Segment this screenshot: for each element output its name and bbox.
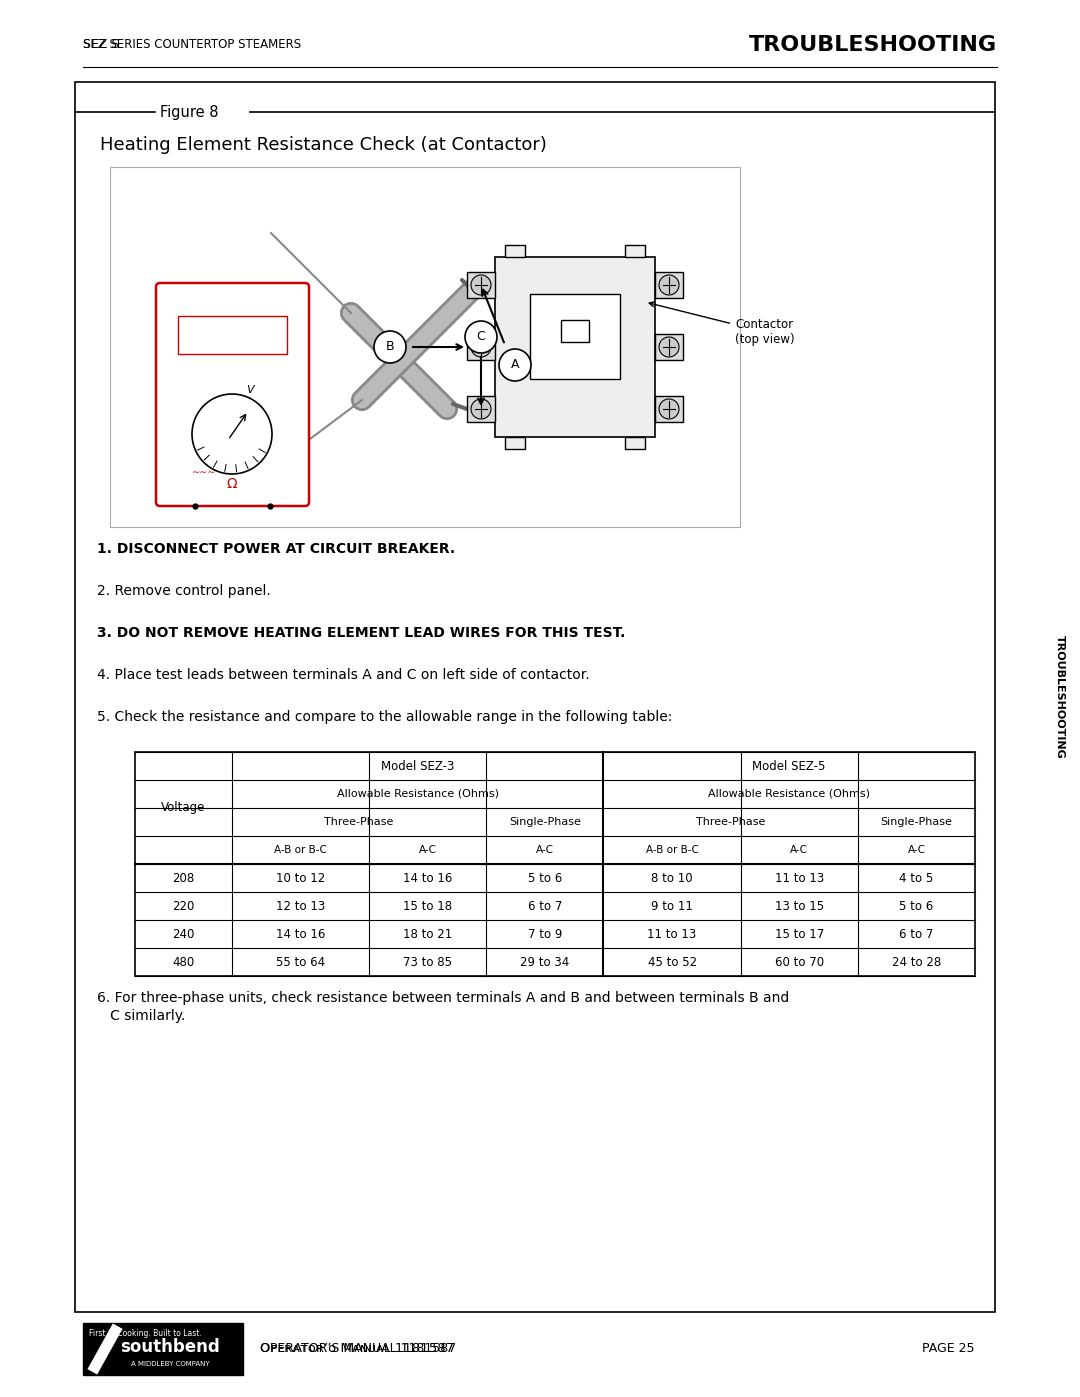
Text: First in Cooking. Built to Last.: First in Cooking. Built to Last. bbox=[89, 1330, 201, 1338]
Text: A-C: A-C bbox=[419, 845, 436, 855]
Bar bbox=[505, 244, 525, 257]
Bar bbox=[654, 334, 683, 360]
Text: 6 to 7: 6 to 7 bbox=[528, 900, 562, 912]
Text: Model SEZ-5: Model SEZ-5 bbox=[753, 760, 826, 773]
Bar bbox=[83, 1323, 243, 1375]
Text: 3. DO NOT REMOVE HEATING ELEMENT LEAD WIRES FOR THIS TEST.: 3. DO NOT REMOVE HEATING ELEMENT LEAD WI… bbox=[97, 626, 625, 640]
Bar bbox=[75, 82, 995, 1312]
Text: 208: 208 bbox=[172, 872, 194, 884]
Text: Three-Phase: Three-Phase bbox=[324, 817, 394, 827]
Circle shape bbox=[659, 275, 679, 295]
Text: SEZ SERIES COUNTERTOP STEAMERS: SEZ SERIES COUNTERTOP STEAMERS bbox=[83, 39, 301, 52]
Text: A-B or B-C: A-B or B-C bbox=[274, 845, 327, 855]
Text: 9 to 11: 9 to 11 bbox=[651, 900, 693, 912]
Text: 240: 240 bbox=[172, 928, 194, 940]
Text: 18 to 21: 18 to 21 bbox=[403, 928, 453, 940]
Bar bbox=[110, 168, 740, 527]
Text: A-C: A-C bbox=[536, 845, 554, 855]
Text: 4. Place test leads between terminals A and C on left side of contactor.: 4. Place test leads between terminals A … bbox=[97, 668, 590, 682]
Text: V: V bbox=[246, 386, 254, 395]
Circle shape bbox=[659, 400, 679, 419]
Bar bbox=[561, 320, 589, 342]
Text: 11 to 13: 11 to 13 bbox=[774, 872, 824, 884]
Bar bbox=[625, 244, 645, 257]
Text: A-C: A-C bbox=[907, 845, 926, 855]
Text: 6. For three-phase units, check resistance between terminals A and B and between: 6. For three-phase units, check resistan… bbox=[97, 990, 789, 1004]
Text: Single-Phase: Single-Phase bbox=[880, 817, 953, 827]
Text: 5. Check the resistance and compare to the allowable range in the following tabl: 5. Check the resistance and compare to t… bbox=[97, 710, 673, 724]
Text: 8 to 10: 8 to 10 bbox=[651, 872, 693, 884]
Bar bbox=[467, 395, 495, 422]
Text: A-C: A-C bbox=[791, 845, 808, 855]
Text: 5 to 6: 5 to 6 bbox=[528, 872, 562, 884]
Text: TROUBLESHOOTING: TROUBLESHOOTING bbox=[1055, 636, 1065, 759]
Circle shape bbox=[192, 394, 272, 474]
Bar bbox=[530, 293, 620, 379]
Text: Allowable Resistance (Ohms): Allowable Resistance (Ohms) bbox=[337, 789, 499, 799]
Text: 11 to 13: 11 to 13 bbox=[648, 928, 697, 940]
Bar bbox=[654, 395, 683, 422]
Bar bbox=[505, 437, 525, 448]
Text: 4 to 5: 4 to 5 bbox=[900, 872, 933, 884]
Text: 73 to 85: 73 to 85 bbox=[403, 956, 453, 968]
Text: 14 to 16: 14 to 16 bbox=[403, 872, 453, 884]
Text: 29 to 34: 29 to 34 bbox=[521, 956, 569, 968]
Bar bbox=[467, 334, 495, 360]
FancyBboxPatch shape bbox=[156, 284, 309, 506]
Bar bbox=[178, 316, 287, 353]
Bar bbox=[654, 272, 683, 298]
Text: SEZ S: SEZ S bbox=[83, 39, 120, 52]
Text: Oᴘᴇʀᴀᴛᴏʀ’ᴏ Mᴀɴᴜᴀʟ 1181587: Oᴘᴇʀᴀᴛᴏʀ’ᴏ Mᴀɴᴜᴀʟ 1181587 bbox=[260, 1343, 454, 1355]
Text: A MIDDLEBY COMPANY: A MIDDLEBY COMPANY bbox=[131, 1361, 210, 1368]
Text: 13 to 15: 13 to 15 bbox=[774, 900, 824, 912]
Bar bbox=[625, 437, 645, 448]
Text: Single-Phase: Single-Phase bbox=[509, 817, 581, 827]
Circle shape bbox=[465, 321, 497, 353]
Bar bbox=[135, 752, 975, 977]
Text: Ω: Ω bbox=[227, 476, 238, 490]
Text: 24 to 28: 24 to 28 bbox=[892, 956, 941, 968]
Text: TROUBLESHOOTING: TROUBLESHOOTING bbox=[748, 35, 997, 54]
Text: 5 to 6: 5 to 6 bbox=[900, 900, 933, 912]
Circle shape bbox=[471, 337, 491, 358]
Text: 7 to 9: 7 to 9 bbox=[528, 928, 562, 940]
Circle shape bbox=[471, 400, 491, 419]
Text: 2. Remove control panel.: 2. Remove control panel. bbox=[97, 584, 271, 598]
Text: A: A bbox=[511, 359, 519, 372]
Bar bbox=[467, 272, 495, 298]
Text: C similarly.: C similarly. bbox=[97, 1009, 186, 1023]
Text: Heating Element Resistance Check (at Contactor): Heating Element Resistance Check (at Con… bbox=[100, 136, 546, 154]
Text: 14 to 16: 14 to 16 bbox=[275, 928, 325, 940]
Text: 6 to 7: 6 to 7 bbox=[900, 928, 933, 940]
Text: southbend: southbend bbox=[120, 1338, 220, 1356]
Text: B: B bbox=[386, 341, 394, 353]
Text: 480: 480 bbox=[172, 956, 194, 968]
Circle shape bbox=[499, 349, 531, 381]
Text: C: C bbox=[476, 331, 485, 344]
Text: Three-Phase: Three-Phase bbox=[696, 817, 766, 827]
Text: Model SEZ-3: Model SEZ-3 bbox=[381, 760, 455, 773]
Text: 55 to 64: 55 to 64 bbox=[275, 956, 325, 968]
Text: 220: 220 bbox=[172, 900, 194, 912]
Text: 12 to 13: 12 to 13 bbox=[275, 900, 325, 912]
Circle shape bbox=[374, 331, 406, 363]
Text: PAGE 25: PAGE 25 bbox=[922, 1343, 975, 1355]
Bar bbox=[495, 257, 654, 437]
Circle shape bbox=[471, 275, 491, 295]
Text: 45 to 52: 45 to 52 bbox=[648, 956, 697, 968]
Text: OPERATOR’S MANUAL 1181587: OPERATOR’S MANUAL 1181587 bbox=[260, 1343, 456, 1355]
Text: Figure 8: Figure 8 bbox=[160, 105, 218, 120]
Text: A-B or B-C: A-B or B-C bbox=[646, 845, 699, 855]
Text: ∼∼∼: ∼∼∼ bbox=[192, 467, 216, 476]
Text: 60 to 70: 60 to 70 bbox=[774, 956, 824, 968]
Text: Voltage: Voltage bbox=[161, 802, 205, 814]
Text: 1. DISCONNECT POWER AT CIRCUIT BREAKER.: 1. DISCONNECT POWER AT CIRCUIT BREAKER. bbox=[97, 542, 455, 556]
Text: 15 to 18: 15 to 18 bbox=[403, 900, 453, 912]
Text: 10 to 12: 10 to 12 bbox=[275, 872, 325, 884]
Text: Contactor
(top view): Contactor (top view) bbox=[649, 302, 795, 346]
Text: Allowable Resistance (Ohms): Allowable Resistance (Ohms) bbox=[708, 789, 870, 799]
Text: 15 to 17: 15 to 17 bbox=[774, 928, 824, 940]
Circle shape bbox=[659, 337, 679, 358]
